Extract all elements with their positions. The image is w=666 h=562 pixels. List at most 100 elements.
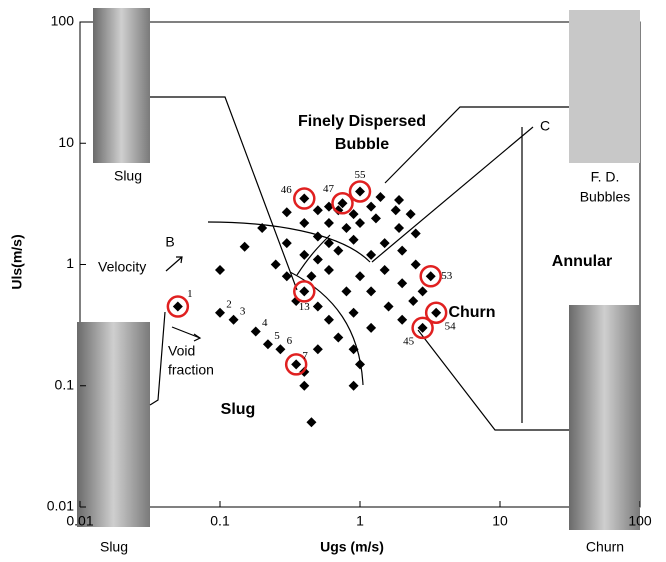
- x-tick-label: 0.1: [210, 513, 230, 529]
- photo: [93, 8, 150, 163]
- point: [349, 344, 359, 354]
- point: [397, 278, 407, 288]
- annotation: C: [540, 118, 550, 134]
- point: [215, 265, 225, 275]
- labeled-point: [173, 302, 183, 312]
- point: [366, 250, 376, 260]
- labeled-point: [299, 194, 309, 204]
- point-label: 53: [441, 270, 453, 282]
- point: [380, 238, 390, 248]
- point: [313, 205, 323, 215]
- x-tick-label: 0.01: [66, 513, 93, 529]
- labeled-point: [263, 339, 273, 349]
- point: [355, 359, 365, 369]
- point: [313, 232, 323, 242]
- boundary: [372, 127, 533, 262]
- point: [394, 223, 404, 233]
- point: [418, 286, 428, 296]
- point-label: 4: [262, 317, 268, 329]
- labeled-point: [229, 315, 239, 325]
- annotation: Velocity: [98, 259, 146, 275]
- point: [282, 238, 292, 248]
- point-label: 2: [226, 298, 232, 310]
- labeled-point: [251, 327, 261, 337]
- photo: [569, 10, 640, 163]
- annotation: Annular: [552, 253, 612, 270]
- point: [341, 223, 351, 233]
- photo-caption: Churn: [586, 539, 624, 555]
- point: [324, 265, 334, 275]
- arrow: [166, 257, 182, 271]
- photo-caption: Slug: [114, 168, 142, 184]
- point: [355, 218, 365, 228]
- point-label: 13: [299, 301, 311, 313]
- y-tick-label: 10: [58, 134, 74, 150]
- labeled-point: [355, 187, 365, 197]
- point: [397, 246, 407, 256]
- point: [313, 344, 323, 354]
- labeled-point: [275, 344, 285, 354]
- point-label: 7: [302, 350, 308, 362]
- point: [355, 271, 365, 281]
- arrow: [172, 327, 200, 338]
- annotation: fraction: [168, 362, 214, 378]
- annotation: Finely Dispersed: [298, 113, 426, 130]
- point: [391, 205, 401, 215]
- x-tick-label: 100: [628, 513, 652, 529]
- y-tick-label: 100: [51, 13, 75, 29]
- labeled-point: [299, 286, 309, 296]
- y-tick-label: 0.1: [55, 376, 75, 392]
- point-label: 3: [240, 305, 246, 317]
- point: [366, 202, 376, 212]
- point: [282, 207, 292, 217]
- point: [366, 286, 376, 296]
- point: [313, 254, 323, 264]
- point: [349, 381, 359, 391]
- photo-caption: F. D.: [591, 169, 620, 185]
- x-tick-label: 1: [356, 513, 364, 529]
- point: [299, 250, 309, 260]
- y-axis-label: Uls(m/s): [9, 234, 25, 289]
- point: [408, 296, 418, 306]
- annotation: Void: [168, 343, 195, 359]
- point: [397, 315, 407, 325]
- point: [371, 213, 381, 223]
- photo: [569, 305, 640, 530]
- point: [324, 218, 334, 228]
- point: [313, 302, 323, 312]
- point: [341, 286, 351, 296]
- point: [394, 195, 404, 205]
- point: [349, 235, 359, 245]
- point-label: 5: [274, 330, 280, 342]
- annotation: B: [165, 234, 174, 250]
- point: [333, 332, 343, 342]
- labeled-point: [291, 359, 301, 369]
- point: [306, 417, 316, 427]
- point-label: 47: [323, 183, 335, 195]
- point-label: 6: [287, 335, 293, 347]
- point: [299, 218, 309, 228]
- y-tick-label: 1: [66, 255, 74, 271]
- point-label: 45: [403, 335, 415, 347]
- point-label: 54: [445, 320, 457, 332]
- point: [406, 209, 416, 219]
- point: [306, 271, 316, 281]
- chart: 0.010.11101000.010.1110100Ugs (m/s)Uls(m…: [0, 0, 666, 562]
- annotation: Churn: [448, 304, 495, 321]
- boundary: [290, 272, 363, 385]
- labeled-point: [431, 308, 441, 318]
- photo: [77, 322, 150, 527]
- point: [380, 265, 390, 275]
- point: [299, 381, 309, 391]
- leader: [418, 330, 569, 430]
- point: [384, 302, 394, 312]
- point: [375, 192, 385, 202]
- point: [366, 323, 376, 333]
- annotation: Bubble: [335, 136, 389, 153]
- x-axis-label: Ugs (m/s): [320, 539, 384, 555]
- point-label: 1: [187, 288, 193, 300]
- arrow-head: [194, 334, 200, 341]
- point: [324, 315, 334, 325]
- point-label: 55: [355, 169, 367, 181]
- point: [411, 229, 421, 239]
